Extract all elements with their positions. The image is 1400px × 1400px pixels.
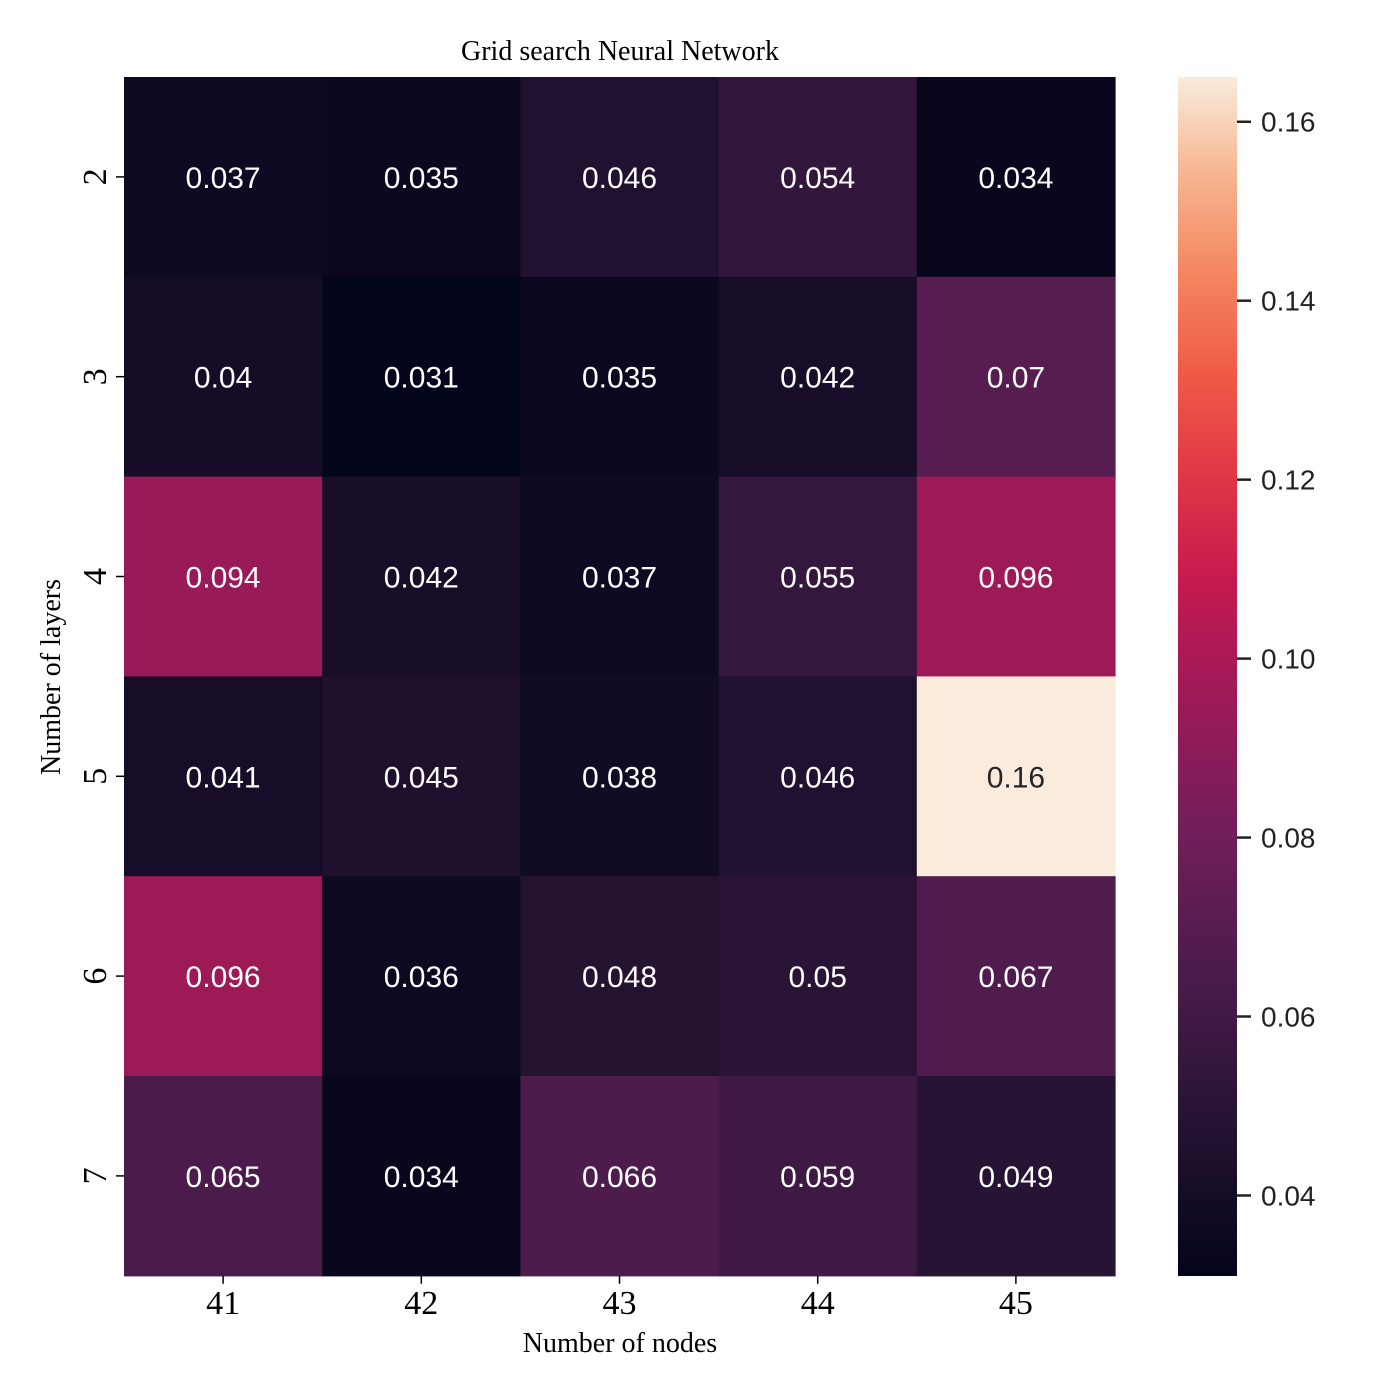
heatmap-cell — [124, 676, 323, 877]
heatmap-cell — [520, 476, 720, 677]
x-tick-label: 44 — [801, 1285, 835, 1322]
cell-value-label: 0.055 — [780, 562, 855, 595]
cell-value-label: 0.067 — [978, 961, 1053, 994]
cell-value-label: 0.036 — [384, 961, 459, 994]
y-tick-label: 5 — [77, 768, 114, 785]
heatmap-cell — [520, 77, 720, 278]
heatmap-cell — [124, 1076, 323, 1277]
heatmap-annotations: 0.037 0.035 0.046 0.054 0.034 0.04 0.031 0.035 0… — [186, 162, 1054, 1194]
heatmap-cell — [718, 77, 918, 278]
cell-value-label: 0.042 — [780, 362, 855, 395]
y-tick-label: 7 — [77, 1167, 114, 1184]
colorbar-tick-label: 0.08 — [1261, 823, 1316, 854]
cell-value-label: 0.096 — [978, 562, 1053, 595]
y-axis-label: Number of layers — [36, 579, 67, 775]
colorbar: 0.04 0.06 0.08 0.10 0.12 0.14 0.16 — [1178, 77, 1316, 1276]
colorbar-tick-label: 0.14 — [1261, 286, 1316, 317]
y-tick-label: 3 — [77, 368, 114, 385]
heatmap-cell — [322, 876, 521, 1077]
y-axis: 2 3 4 5 6 7 — [77, 168, 124, 1184]
cell-value-label: 0.07 — [987, 362, 1045, 395]
heatmap-cell — [718, 476, 918, 677]
x-axis: 41 42 43 44 45 — [206, 1275, 1033, 1322]
cell-value-label: 0.096 — [186, 961, 261, 994]
cell-value-label: 0.046 — [582, 162, 657, 195]
heatmap-cell — [520, 876, 720, 1077]
colorbar-tick-label: 0.12 — [1261, 465, 1316, 496]
heatmap-cell — [124, 876, 323, 1077]
cell-value-label: 0.059 — [780, 1161, 855, 1194]
heatmap-cell — [322, 276, 521, 478]
heatmap-cell — [916, 1076, 1116, 1277]
cell-value-label: 0.066 — [582, 1161, 657, 1194]
colorbar-tick-label: 0.10 — [1261, 644, 1316, 675]
cell-value-label: 0.031 — [384, 362, 459, 395]
cell-value-label: 0.048 — [582, 961, 657, 994]
colorbar-tick-label: 0.06 — [1261, 1002, 1316, 1033]
heatmap-cell — [322, 1076, 521, 1277]
x-tick-label: 43 — [603, 1285, 637, 1322]
x-tick-label: 45 — [999, 1285, 1033, 1322]
cell-value-label: 0.054 — [780, 162, 855, 195]
heatmap-cell — [718, 876, 918, 1077]
heatmap-cell — [322, 77, 521, 278]
colorbar-gradient — [1178, 77, 1237, 1276]
cell-value-label: 0.041 — [186, 761, 261, 794]
heatmap-cell — [916, 876, 1116, 1077]
colorbar-tick-label: 0.04 — [1261, 1180, 1316, 1211]
cell-value-label: 0.037 — [582, 562, 657, 595]
x-axis-label: Number of nodes — [523, 1328, 717, 1359]
cell-value-label: 0.038 — [582, 761, 657, 794]
heatmap-cell — [322, 476, 521, 677]
cell-value-label: 0.037 — [186, 162, 261, 195]
cell-value-label: 0.065 — [186, 1161, 261, 1194]
cell-value-label: 0.034 — [384, 1161, 459, 1194]
cell-value-label: 0.094 — [186, 562, 261, 595]
heatmap-cells — [124, 77, 1116, 1277]
heatmap-cell — [124, 77, 323, 278]
y-tick-label: 4 — [77, 568, 114, 585]
heatmap-cell — [520, 276, 720, 478]
heatmap-cell — [916, 476, 1116, 677]
x-tick-label: 41 — [206, 1285, 240, 1322]
cell-value-label: 0.049 — [978, 1161, 1053, 1194]
y-tick-label: 6 — [77, 968, 114, 985]
x-tick-label: 42 — [404, 1285, 438, 1322]
heatmap-cell — [916, 77, 1116, 278]
colorbar-tick-label: 0.16 — [1261, 107, 1316, 138]
cell-value-label: 0.045 — [384, 761, 459, 794]
cell-value-label: 0.034 — [978, 162, 1053, 195]
cell-value-label: 0.035 — [384, 162, 459, 195]
chart-title: Grid search Neural Network — [461, 36, 779, 67]
heatmap-cell — [718, 1076, 918, 1277]
cell-value-label: 0.035 — [582, 362, 657, 395]
heatmap-cell — [916, 676, 1116, 877]
cell-value-label: 0.16 — [987, 761, 1045, 794]
cell-value-label: 0.05 — [789, 961, 847, 994]
heatmap-cell — [718, 676, 918, 877]
heatmap-cell — [520, 676, 720, 877]
cell-value-label: 0.042 — [384, 562, 459, 595]
heatmap-cell — [124, 276, 323, 478]
heatmap-cell — [718, 276, 918, 478]
heatmap-cell — [520, 1076, 720, 1277]
cell-value-label: 0.046 — [780, 761, 855, 794]
heatmap-cell — [322, 676, 521, 877]
heatmap-cell — [124, 476, 323, 677]
cell-value-label: 0.04 — [194, 362, 252, 395]
heatmap-cell — [916, 276, 1116, 478]
y-tick-label: 2 — [77, 168, 114, 185]
